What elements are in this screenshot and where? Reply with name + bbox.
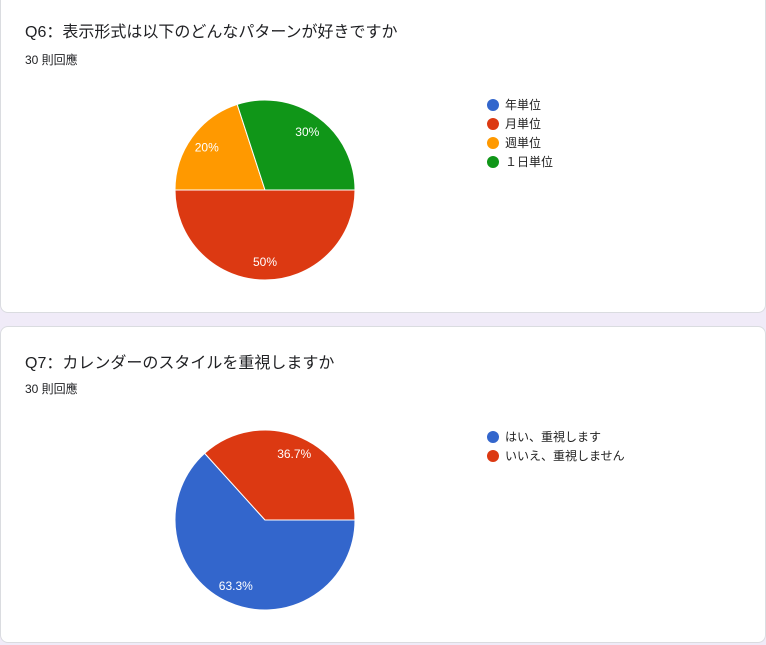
question-card-q6: Q6：表示形式は以下のどんなパターンが好きですか 30 則回應 50% 20% 30… <box>0 0 766 313</box>
legend-label: １日単位 <box>505 155 554 169</box>
legend-q7: はい、重視しますいいえ、重視しません <box>487 427 625 465</box>
legend-label: 月単位 <box>505 117 542 131</box>
question-title: Q7：カレンダーのスタイルを重視しますか <box>25 355 335 372</box>
pie-slice-2[interactable] <box>174 189 356 281</box>
legend-label: 年単位 <box>505 98 542 112</box>
legend-item[interactable]: はい、重視します <box>487 427 625 446</box>
question-card-q7: Q7：カレンダーのスタイルを重視しますか 30 則回應 63.3% 36.7% は… <box>0 326 766 643</box>
pie-chart-q7: 63.3% 36.7% <box>174 429 356 611</box>
response-count: 30 則回應 <box>25 53 78 67</box>
slice-label: 63.3% <box>219 579 253 593</box>
legend-dot-icon <box>487 155 499 168</box>
pie-slice-2[interactable] <box>203 429 356 521</box>
legend-label: はい、重視します <box>505 430 602 444</box>
legend-q6: 年単位月単位週単位 １日単位 <box>487 95 553 171</box>
legend-label: 週単位 <box>505 136 542 150</box>
question-title: Q6：表示形式は以下のどんなパターンが好きですか <box>25 24 398 41</box>
pie-slice-1[interactable] <box>174 452 356 611</box>
legend-item[interactable]: 月単位 <box>487 114 553 133</box>
legend-dot-icon <box>487 449 499 462</box>
legend-dot-icon <box>487 430 499 443</box>
slice-label: 30% <box>295 125 319 139</box>
slice-label: 36.7% <box>277 447 311 461</box>
legend-dot-icon <box>487 117 499 130</box>
legend-label: いいえ、重視しません <box>505 449 625 463</box>
pie-slice-3[interactable] <box>174 103 266 191</box>
legend-dot-icon <box>487 136 499 149</box>
legend-item[interactable]: いいえ、重視しません <box>487 446 625 465</box>
pie-chart-q6: 50% 20% 30% <box>174 99 356 281</box>
legend-dot-icon <box>487 98 499 111</box>
legend-item[interactable]: 週単位 <box>487 133 553 152</box>
response-count: 30 則回應 <box>25 382 78 396</box>
slice-label: 20% <box>195 141 219 155</box>
pie-slice-4[interactable] <box>236 99 356 191</box>
legend-item[interactable]: １日単位 <box>487 152 553 171</box>
slice-label: 50% <box>253 255 277 269</box>
legend-item[interactable]: 年単位 <box>487 95 553 114</box>
